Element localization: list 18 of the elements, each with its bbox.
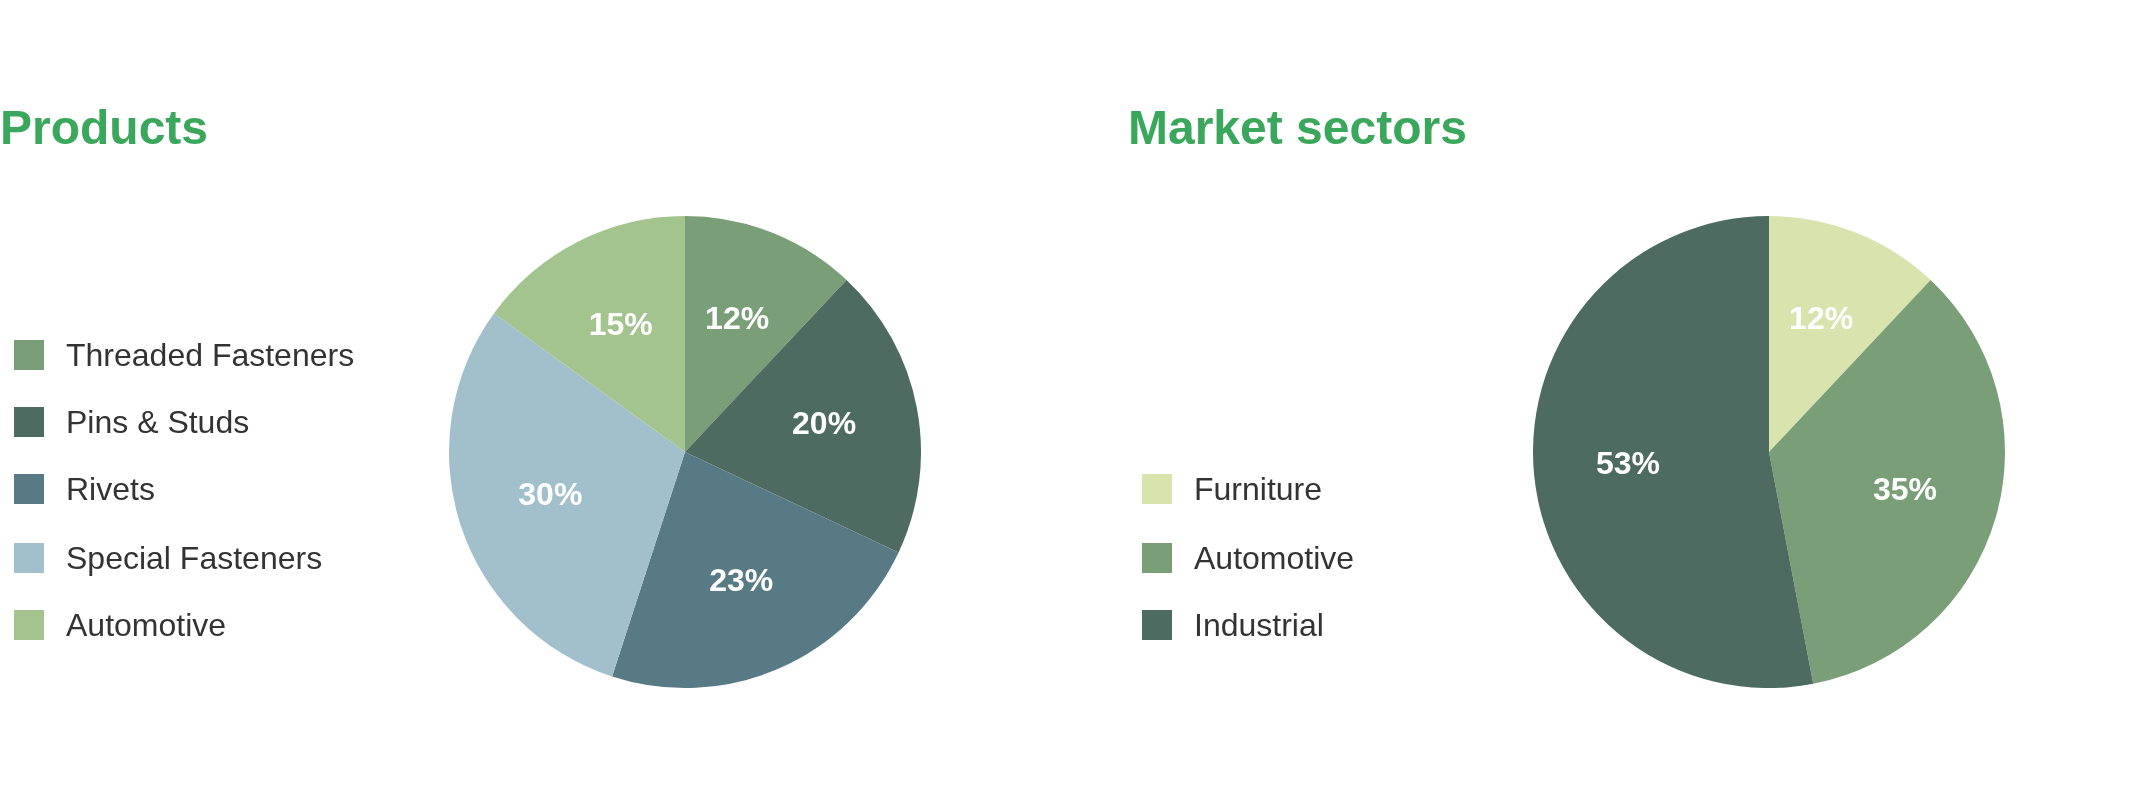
data-label: 12%	[705, 300, 770, 337]
legend-label: Threaded Fasteners	[66, 336, 355, 374]
legend-label: Automotive	[66, 606, 227, 644]
data-label: 15%	[588, 305, 653, 342]
legend-label: Furniture	[1194, 470, 1323, 508]
data-label: 12%	[1789, 300, 1854, 337]
data-label: 35%	[1872, 471, 1937, 508]
legend-label: Automotive	[1194, 539, 1355, 577]
legend-label: Pins & Studs	[66, 403, 250, 441]
legend-label: Special Fasteners	[66, 539, 323, 577]
data-label: 30%	[518, 475, 583, 512]
chart-title: Market sectors	[1128, 100, 1467, 155]
chart-title: Products	[0, 100, 209, 155]
data-label: 53%	[1596, 445, 1661, 482]
legend-label: Industrial	[1194, 606, 1324, 644]
data-label: 20%	[792, 405, 857, 442]
data-label: 23%	[709, 561, 774, 598]
legend-label: Rivets	[66, 470, 155, 508]
